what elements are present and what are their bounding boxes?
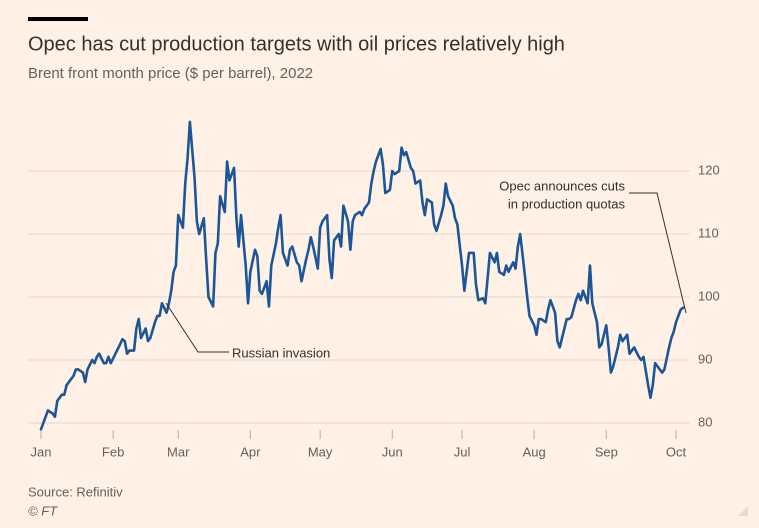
annotation: Opec announces cuts bbox=[499, 178, 625, 193]
grid: 80 90 100 110 120 Jan Feb Mar Apr May Jun Jul Aug Sep… bbox=[28, 162, 720, 459]
annotation: Russian invasion bbox=[232, 345, 330, 360]
chart-subtitle: Brent front month price ($ per barrel), … bbox=[28, 65, 313, 82]
x-tick-label: Aug bbox=[523, 444, 546, 459]
x-tick-label: Jan bbox=[31, 444, 52, 459]
credit: © FT bbox=[28, 503, 58, 518]
x-tick-label: Apr bbox=[240, 444, 261, 459]
y-tick-label: 110 bbox=[698, 225, 719, 240]
y-tick-label: 120 bbox=[698, 162, 720, 177]
plot bbox=[39, 120, 685, 431]
x-tick-label: Feb bbox=[102, 444, 124, 459]
x-tick-label: May bbox=[308, 444, 333, 459]
x-tick-label: Jul bbox=[454, 444, 471, 459]
y-tick-label: 100 bbox=[698, 288, 720, 303]
x-tick-label: Jun bbox=[382, 444, 403, 459]
chart-title: Opec has cut production targets with oil… bbox=[28, 33, 565, 55]
annotation: in production quotas bbox=[508, 196, 626, 211]
x-tick-label: Sep bbox=[595, 444, 618, 459]
y-tick-label: 90 bbox=[698, 351, 712, 366]
resize-handle bbox=[738, 506, 748, 516]
y-tick-label: 80 bbox=[698, 414, 712, 429]
source: Source: Refinitiv bbox=[28, 484, 123, 499]
annotation-connector bbox=[165, 302, 229, 353]
x-tick-label: Mar bbox=[167, 444, 190, 459]
annotation-connector bbox=[629, 192, 687, 314]
line-series bbox=[39, 120, 685, 431]
brand-bar bbox=[28, 17, 88, 21]
x-tick-label: Oct bbox=[666, 444, 687, 459]
